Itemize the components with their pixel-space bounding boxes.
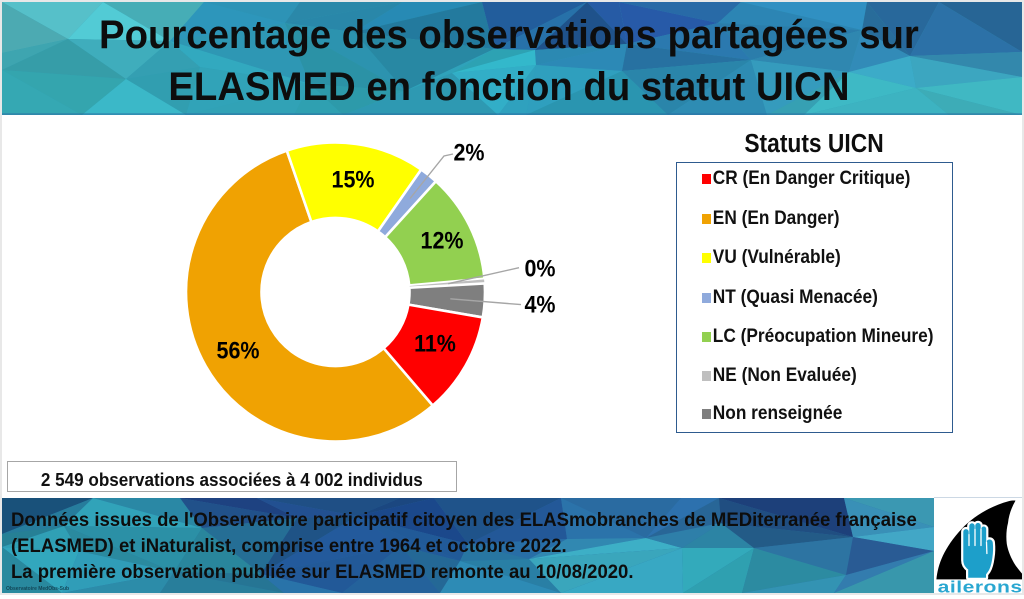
svg-text:Observatoire MedObs-Sub: Observatoire MedObs-Sub bbox=[6, 586, 69, 592]
svg-text:ailerons: ailerons bbox=[938, 579, 1023, 594]
